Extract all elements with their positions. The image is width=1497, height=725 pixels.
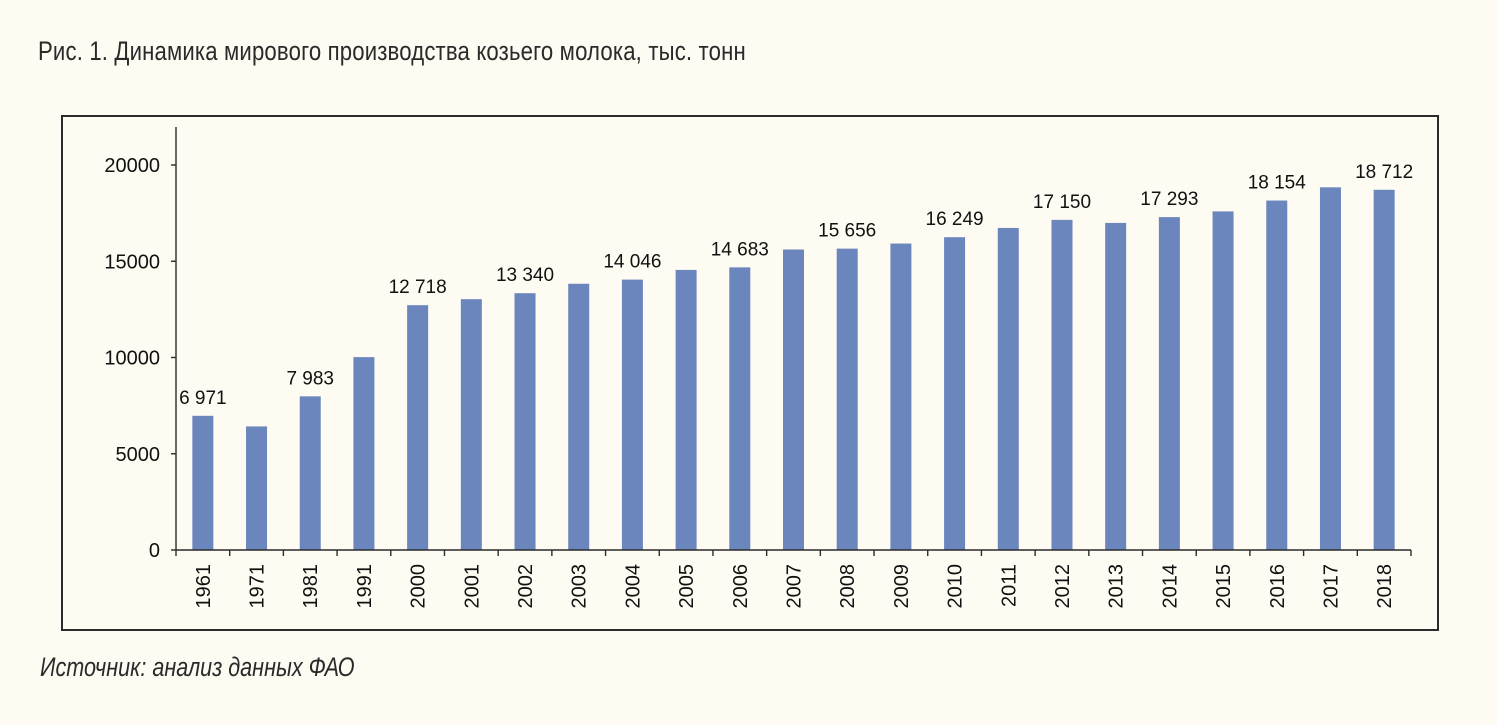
x-tick-label: 2007 xyxy=(784,564,806,609)
data-label-1961: 6 971 xyxy=(179,388,227,409)
figure-title: Рис. 1. Динамика мирового производства к… xyxy=(38,36,746,66)
x-tick-label: 2001 xyxy=(461,564,483,609)
x-tick-label: 2017 xyxy=(1320,564,1342,609)
bar-2009 xyxy=(890,243,912,550)
x-tick-label: 2009 xyxy=(891,564,913,609)
bar-2000 xyxy=(407,305,429,550)
x-tick-label: 2014 xyxy=(1159,564,1181,609)
data-label-2004: 14 046 xyxy=(603,252,661,273)
x-tick-label: 1971 xyxy=(247,564,269,609)
x-axis-ticks: 1961 1971 1981 1991 2000 2001 2002 2003 2004 2005… xyxy=(175,550,1412,609)
bar-2002 xyxy=(514,293,536,550)
bar-2003 xyxy=(568,283,590,550)
x-tick-label: 2008 xyxy=(837,564,859,609)
bar-2015 xyxy=(1212,211,1234,550)
bar-1971 xyxy=(246,426,268,550)
source-note: Источник: анализ данных ФАО xyxy=(40,652,355,682)
data-labels: 6 971 7 983 12 718 13 340 14 046 14 683 15 656… xyxy=(179,162,1413,409)
bar-2004 xyxy=(621,279,643,550)
data-label-2016: 18 154 xyxy=(1248,173,1307,194)
y-axis-ticks: 0 5000 10000 15000 20000 xyxy=(104,155,176,562)
bar-2018 xyxy=(1373,189,1395,550)
x-tick-label: 2012 xyxy=(1052,564,1074,609)
x-tick-label: 2013 xyxy=(1106,564,1128,609)
x-tick-label: 2004 xyxy=(622,564,644,609)
x-tick-label: 1961 xyxy=(193,564,215,609)
x-tick-label: 1981 xyxy=(300,564,322,609)
data-label-1981: 7 983 xyxy=(286,368,334,389)
data-label-2018: 18 712 xyxy=(1355,162,1413,183)
y-tick-label: 5000 xyxy=(116,444,161,466)
bars xyxy=(192,187,1395,551)
bar-1991 xyxy=(353,357,375,550)
bar-2001 xyxy=(460,299,482,550)
data-label-2010: 16 249 xyxy=(926,209,984,230)
x-tick-label: 2006 xyxy=(730,564,752,609)
bar-2008 xyxy=(836,248,858,550)
data-label-2014: 17 293 xyxy=(1140,189,1198,210)
y-tick-label: 0 xyxy=(149,540,160,562)
bar-2016 xyxy=(1266,200,1288,550)
data-label-2008: 15 656 xyxy=(818,221,876,242)
x-tick-label: 2005 xyxy=(676,564,698,609)
x-tick-label: 2010 xyxy=(945,564,967,609)
x-tick-label: 2003 xyxy=(569,564,591,609)
data-label-2000: 12 718 xyxy=(389,277,447,298)
bar-2017 xyxy=(1319,187,1341,550)
bar-2007 xyxy=(783,249,804,550)
y-tick-label: 10000 xyxy=(104,348,160,370)
x-tick-label: 2000 xyxy=(408,564,430,609)
bar-2005 xyxy=(675,269,697,550)
x-tick-label: 2018 xyxy=(1374,564,1396,609)
bar-2010 xyxy=(944,237,966,550)
bar-1981 xyxy=(299,396,321,550)
x-tick-label: 2011 xyxy=(998,564,1020,607)
bar-chart: 0 5000 10000 15000 20000 6 971 7 983 12 718 13 … xyxy=(104,127,1413,609)
data-label-2012: 17 150 xyxy=(1033,192,1091,213)
bar-1961 xyxy=(192,415,214,550)
x-tick-label: 2016 xyxy=(1267,564,1289,609)
bar-2013 xyxy=(1105,222,1127,550)
bar-2014 xyxy=(1158,217,1180,550)
bar-2011 xyxy=(997,227,1019,550)
data-label-2002: 13 340 xyxy=(496,265,554,286)
x-tick-label: 2002 xyxy=(515,564,537,609)
bar-2006 xyxy=(729,267,751,550)
chart-frame: 0 5000 10000 15000 20000 6 971 7 983 12 718 13 … xyxy=(61,115,1439,631)
y-tick-label: 20000 xyxy=(104,155,160,177)
y-tick-label: 15000 xyxy=(104,251,160,273)
x-tick-label: 2015 xyxy=(1213,564,1235,609)
bar-2012 xyxy=(1051,219,1073,551)
x-tick-label: 1991 xyxy=(354,564,376,609)
data-label-2006: 14 683 xyxy=(711,239,769,260)
